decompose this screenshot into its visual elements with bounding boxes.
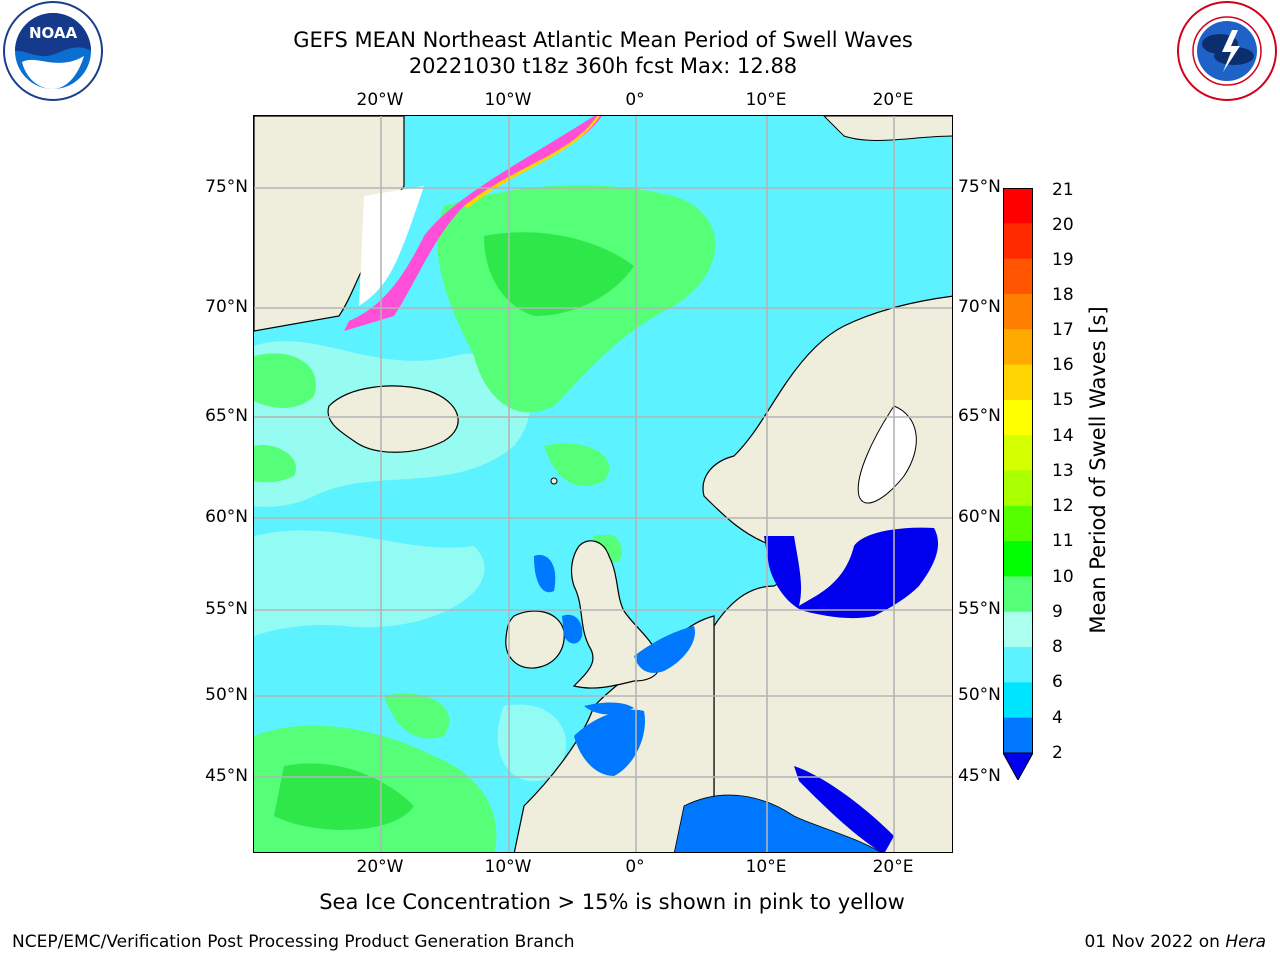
nws-logo	[1177, 1, 1277, 101]
lat-label-right: 45°N	[958, 766, 1001, 786]
colorbar-swatch	[1003, 576, 1033, 613]
chart-subtitle: 20221030 t18z 360h fcst Max: 12.88	[408, 54, 798, 78]
colorbar-extend-arrow	[1003, 752, 1033, 780]
noaa-logo: NOAA	[3, 1, 103, 101]
map-canvas	[254, 116, 952, 852]
lon-label-top: 20°E	[872, 90, 914, 110]
colorbar-tick: 13	[1052, 461, 1074, 481]
colorbar-border	[1003, 188, 1033, 754]
lon-label-bottom: 10°W	[484, 857, 532, 877]
colorbar-label: Mean Period of Swell Waves [s]	[1086, 306, 1110, 634]
footer-date-text: 01 Nov 2022 on	[1084, 932, 1220, 952]
lat-label-left: 55°N	[205, 599, 248, 619]
colorbar-tick: 12	[1052, 496, 1074, 516]
lat-label-right: 55°N	[958, 599, 1001, 619]
lat-label-right: 50°N	[958, 685, 1001, 705]
lon-label-top: 10°W	[484, 90, 532, 110]
colorbar-swatch	[1003, 223, 1033, 260]
colorbar-tick: 8	[1052, 637, 1063, 657]
colorbar-swatch	[1003, 611, 1033, 648]
lat-label-right: 70°N	[958, 297, 1001, 317]
colorbar-tick: 11	[1052, 531, 1074, 551]
lat-label-left: 60°N	[205, 507, 248, 527]
colorbar-tick: 15	[1052, 390, 1074, 410]
colorbar-tick: 21	[1052, 180, 1074, 200]
colorbar-swatch	[1003, 435, 1033, 471]
lat-label-right: 75°N	[958, 177, 1001, 197]
colorbar-tick: 4	[1052, 708, 1063, 728]
footer-date: 01 Nov 2022 on Hera	[1084, 932, 1266, 952]
lon-label-bottom: 20°E	[872, 857, 914, 877]
lat-label-left: 70°N	[205, 297, 248, 317]
lon-label-bottom: 20°W	[356, 857, 404, 877]
lat-label-left: 75°N	[205, 177, 248, 197]
colorbar-tick: 18	[1052, 285, 1074, 305]
colorbar-tick: 16	[1052, 355, 1074, 375]
sea-ice-footnote: Sea Ice Concentration > 15% is shown in …	[319, 890, 905, 914]
footer-credit: NCEP/EMC/Verification Post Processing Pr…	[12, 932, 575, 952]
colorbar-swatch	[1003, 258, 1033, 295]
colorbar-swatch	[1003, 717, 1033, 754]
colorbar-swatch	[1003, 541, 1033, 577]
footer-host: Hera	[1225, 932, 1266, 952]
lon-label-top: 20°W	[356, 90, 404, 110]
colorbar-tick: 14	[1052, 426, 1074, 446]
lon-label-bottom: 0°	[625, 857, 645, 877]
svg-text:NOAA: NOAA	[29, 24, 78, 42]
colorbar-swatch	[1003, 682, 1033, 719]
chart-title: GEFS MEAN Northeast Atlantic Mean Period…	[293, 28, 913, 52]
lat-label-right: 60°N	[958, 507, 1001, 527]
colorbar-tick: 6	[1052, 672, 1063, 692]
colorbar-swatch	[1003, 364, 1033, 401]
colorbar-swatch	[1003, 188, 1033, 224]
lon-label-top: 0°	[625, 90, 645, 110]
lon-label-bottom: 10°E	[745, 857, 787, 877]
colorbar-swatch	[1003, 505, 1033, 542]
colorbar	[1003, 188, 1033, 780]
lon-label-top: 10°E	[745, 90, 787, 110]
colorbar-tick: 2	[1052, 743, 1063, 763]
colorbar-tick: 10	[1052, 567, 1074, 587]
lat-label-right: 65°N	[958, 406, 1001, 426]
colorbar-tick: 17	[1052, 320, 1074, 340]
lat-label-left: 50°N	[205, 685, 248, 705]
colorbar-swatch	[1003, 647, 1033, 683]
lat-label-left: 65°N	[205, 406, 248, 426]
colorbar-swatch	[1003, 293, 1033, 330]
lat-label-left: 45°N	[205, 766, 248, 786]
colorbar-tick: 20	[1052, 215, 1074, 235]
colorbar-tick: 9	[1052, 602, 1063, 622]
swell-period-map	[253, 115, 953, 853]
colorbar-swatch	[1003, 329, 1033, 366]
colorbar-tick: 19	[1052, 250, 1074, 270]
colorbar-swatch	[1003, 399, 1033, 436]
colorbar-swatch	[1003, 470, 1033, 507]
